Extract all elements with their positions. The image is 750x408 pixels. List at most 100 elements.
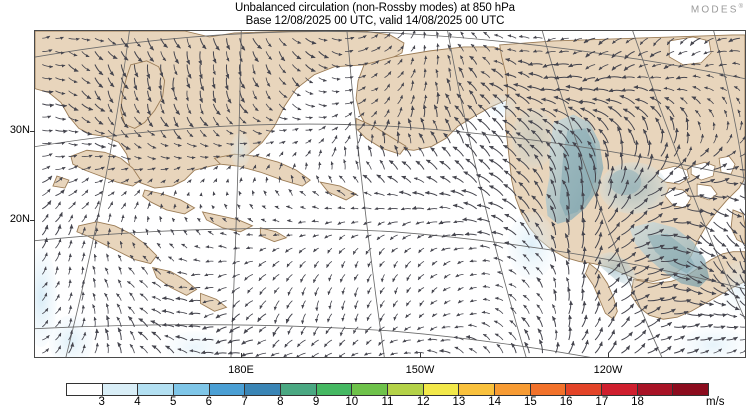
wind-arrow	[252, 38, 262, 50]
wind-arrow	[568, 63, 583, 68]
wind-arrow	[55, 189, 65, 197]
wind-arrow	[305, 162, 309, 170]
page-title: Unbalanced circulation (non-Rossby modes…	[235, 2, 515, 14]
wind-arrow	[519, 221, 530, 236]
wind-arrow	[55, 141, 66, 145]
wind-arrow	[81, 177, 89, 183]
wind-arrow	[305, 64, 316, 72]
wind-arrow	[158, 77, 162, 91]
wind-arrow	[411, 205, 425, 210]
wind-arrow	[55, 224, 62, 236]
wind-arrow	[265, 90, 271, 100]
wind-arrow	[184, 216, 189, 223]
wind-arrow	[522, 254, 530, 262]
wind-arrow	[94, 37, 105, 43]
wind-arrow	[452, 203, 464, 210]
wind-arrow	[350, 234, 359, 239]
wind-arrow	[687, 174, 700, 184]
wind-arrow	[313, 260, 319, 269]
wind-arrow	[479, 144, 491, 157]
wind-arrow	[713, 163, 728, 170]
colorbar-tick-14: 14	[488, 396, 502, 408]
wind-arrow	[160, 191, 165, 196]
wind-arrow	[519, 48, 530, 53]
wind-arrow	[623, 116, 636, 131]
wind-arrow	[439, 175, 451, 183]
wind-arrow	[476, 217, 491, 223]
wind-arrow	[292, 103, 302, 111]
wind-arrow	[607, 207, 619, 223]
wind-arrow	[491, 130, 504, 144]
wind-arrow	[634, 106, 649, 118]
wind-arrow	[430, 147, 438, 157]
colorbar-segment-10	[423, 384, 460, 395]
wind-arrow	[81, 51, 90, 58]
wind-arrow	[726, 133, 733, 144]
wind-arrow	[292, 163, 296, 170]
wind-arrow	[301, 175, 306, 183]
wind-arrow	[94, 77, 104, 88]
wind-arrow	[42, 213, 49, 223]
wind-arrow	[55, 90, 66, 96]
wind-arrow	[673, 187, 690, 197]
wind-arrow	[553, 95, 570, 105]
wind-arrow	[42, 90, 54, 95]
wind-arrow	[107, 240, 111, 249]
wind-arrow	[384, 45, 393, 52]
wind-arrow	[647, 186, 663, 197]
wind-arrow	[733, 74, 741, 78]
wind-arrow	[315, 175, 320, 183]
wind-arrow	[504, 129, 517, 144]
wind-arrow	[252, 153, 260, 158]
wind-arrow	[504, 213, 517, 223]
wind-arrow	[719, 73, 727, 78]
wind-arrow	[292, 127, 299, 132]
wind-arrow	[55, 36, 64, 40]
wind-arrow	[736, 97, 741, 104]
wind-arrow	[147, 129, 156, 136]
wind-arrow	[465, 133, 478, 144]
wind-arrow	[318, 138, 325, 144]
wind-arrow	[634, 197, 649, 210]
wind-arrow	[426, 175, 438, 183]
wind-arrow	[660, 128, 665, 144]
wind-arrow	[107, 228, 112, 236]
wind-arrow	[170, 77, 175, 93]
wind-arrow	[318, 64, 328, 70]
wind-arrow	[218, 244, 227, 249]
wind-arrow	[454, 105, 464, 118]
wind-arrow	[444, 93, 451, 104]
wind-arrow	[305, 128, 313, 132]
colorbar-segment-13	[530, 384, 567, 395]
wind-arrow	[713, 195, 728, 200]
wind-arrow	[170, 229, 175, 236]
wind-arrow	[225, 38, 231, 50]
wind-arrow	[186, 77, 191, 89]
wind-arrow	[596, 116, 609, 131]
wind-arrow	[454, 159, 464, 170]
wind-arrow	[55, 251, 61, 262]
wind-arrow	[128, 267, 135, 275]
wind-arrow	[502, 158, 517, 170]
wind-arrow	[650, 105, 662, 118]
longitude-label-180e: 180E	[228, 364, 254, 376]
wind-arrow	[318, 103, 328, 108]
wind-arrow	[107, 213, 112, 223]
wind-arrow	[252, 164, 257, 170]
wind-arrow	[686, 146, 693, 157]
wind-arrow	[209, 216, 214, 223]
wind-arrow	[481, 131, 491, 144]
wind-arrow	[226, 51, 230, 62]
wind-arrow	[81, 90, 92, 100]
wind-arrow	[593, 86, 609, 92]
wind-arrow	[673, 157, 687, 170]
wind-arrow	[534, 222, 543, 236]
wind-arrow	[305, 90, 314, 96]
wind-arrow	[120, 77, 129, 90]
wind-arrow	[410, 45, 416, 52]
wind-arrow	[641, 115, 649, 131]
wind-arrow	[418, 133, 425, 144]
wind-arrow	[713, 146, 723, 157]
meridian-150w	[447, 31, 527, 357]
wind-arrow	[539, 87, 556, 92]
